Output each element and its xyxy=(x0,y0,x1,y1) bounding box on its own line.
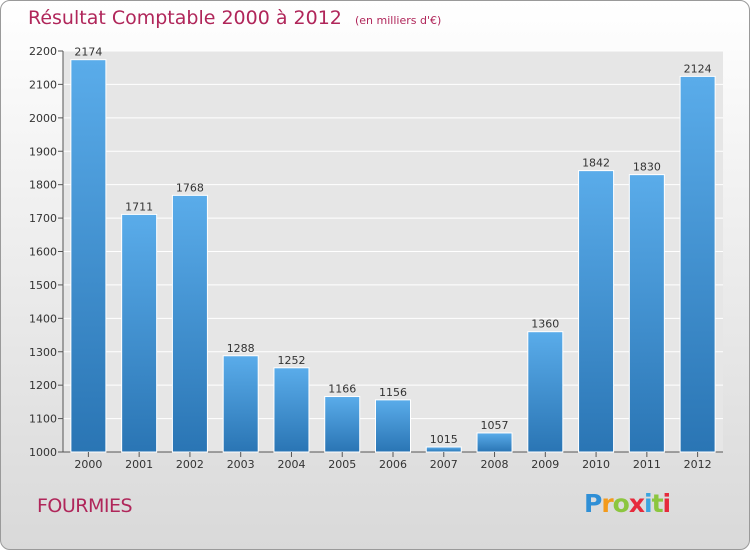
x-tick-label: 2000 xyxy=(74,458,102,471)
bar xyxy=(70,59,107,453)
bar xyxy=(171,194,208,453)
y-tick-label: 1800 xyxy=(29,179,57,192)
x-tick-label: 2005 xyxy=(328,458,356,471)
bar xyxy=(273,367,310,453)
x-tick-label: 2009 xyxy=(531,458,559,471)
x-tick-label: 2006 xyxy=(379,458,407,471)
logo-letter: t xyxy=(651,489,664,518)
logo-letter: i xyxy=(662,489,672,518)
x-tick-label: 2003 xyxy=(227,458,255,471)
logo-letter: o xyxy=(612,489,630,518)
logo-letter: i xyxy=(644,489,653,518)
bar xyxy=(527,331,564,453)
y-tick-label: 1200 xyxy=(29,379,57,392)
bar xyxy=(121,213,158,453)
y-tick-label: 1400 xyxy=(29,312,57,325)
bar-value-label: 1288 xyxy=(227,342,255,355)
bar-value-label: 1252 xyxy=(277,354,305,367)
x-tick-label: 2010 xyxy=(582,458,610,471)
bar-value-label: 2124 xyxy=(684,62,712,75)
bar xyxy=(324,396,361,453)
unit-note: (en milliers d'€) xyxy=(354,14,442,27)
bar xyxy=(628,174,665,453)
x-tick-label: 2007 xyxy=(430,458,458,471)
logo-letter: P xyxy=(584,489,602,518)
bar xyxy=(476,432,513,453)
y-tick-label: 1700 xyxy=(29,212,57,225)
y-tick-label: 2100 xyxy=(29,78,57,91)
bar-value-label: 1768 xyxy=(176,181,204,194)
bar xyxy=(222,355,259,453)
bar-value-label: 1156 xyxy=(379,386,407,399)
x-tick-label: 2012 xyxy=(684,458,712,471)
y-tick-label: 1000 xyxy=(29,446,57,459)
x-tick-label: 2001 xyxy=(125,458,153,471)
y-tick-label: 1900 xyxy=(29,145,57,158)
chart-title: Résultat Comptable 2000 à 2012 (en milli… xyxy=(28,7,441,29)
bar xyxy=(375,399,411,453)
logo-letter: x xyxy=(628,489,645,518)
bar-value-label: 1057 xyxy=(481,419,509,432)
bar-value-label: 1015 xyxy=(430,433,458,446)
y-tick-label: 2000 xyxy=(29,112,57,125)
y-tick-label: 1600 xyxy=(29,246,57,259)
title-text: Résultat Comptable 2000 à 2012 xyxy=(28,7,342,29)
y-tick-label: 1300 xyxy=(29,346,57,359)
bar-value-label: 1842 xyxy=(582,157,610,170)
y-tick-label: 1500 xyxy=(29,279,57,292)
bar xyxy=(425,446,462,453)
bar xyxy=(679,75,716,453)
bar-value-label: 1711 xyxy=(125,200,153,213)
bar-value-label: 1166 xyxy=(328,383,356,396)
x-tick-label: 2011 xyxy=(633,458,661,471)
bar xyxy=(578,170,615,453)
commune-name: FOURMIES xyxy=(37,495,133,517)
bar-value-label: 1830 xyxy=(633,161,661,174)
logo-letter: r xyxy=(601,489,613,518)
x-tick-label: 2008 xyxy=(481,458,509,471)
x-tick-label: 2002 xyxy=(176,458,204,471)
proxiti-logo: Proxiti xyxy=(584,489,672,518)
x-tick-label: 2004 xyxy=(277,458,305,471)
bar-value-label: 2174 xyxy=(74,46,102,59)
y-tick-label: 2200 xyxy=(29,45,57,58)
y-tick-label: 1100 xyxy=(29,413,57,426)
bar-value-label: 1360 xyxy=(531,318,559,331)
